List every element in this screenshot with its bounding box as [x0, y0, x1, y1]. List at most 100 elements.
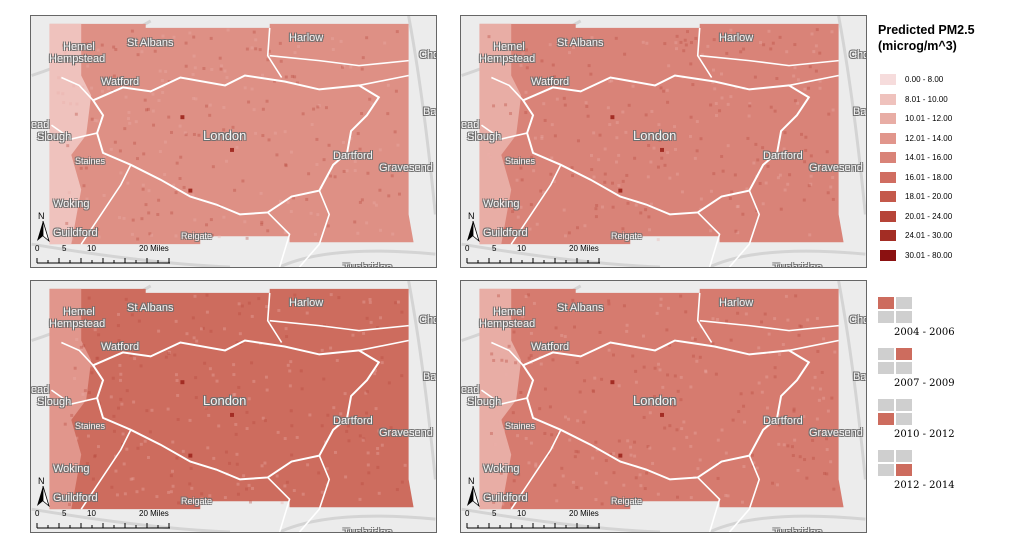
place-label-dartford: Dartford: [763, 150, 803, 162]
scale-tick-label: 5: [62, 244, 67, 253]
scale-tick-label: 20 Miles: [569, 244, 599, 253]
place-label-hemel: Hemel: [63, 41, 95, 53]
scale-tick-label: 5: [62, 509, 67, 518]
period-grid-icon: [878, 348, 912, 374]
period-key-item: 2004 - 2006: [878, 297, 998, 347]
scale-bar: 0 5 10 20 Miles: [35, 509, 185, 532]
prediction-surface: [479, 23, 844, 245]
north-arrow-icon: N: [465, 211, 481, 243]
place-label-hempstead: Hempstead: [479, 53, 536, 65]
legend-swatch: [880, 152, 896, 163]
greater-london-boundary: [91, 339, 381, 481]
legend-swatch: [880, 93, 896, 105]
place-label-harlow: Harlow: [719, 297, 754, 309]
north-arrow-letter: N: [38, 211, 45, 221]
scale-tick-label: 10: [87, 244, 96, 253]
place-label-ead: ead: [31, 384, 50, 396]
place-label-bas: Bas: [853, 371, 867, 383]
legend-class-label: 18.01 - 20.00: [905, 192, 953, 201]
legend-class-label: 10.01 - 12.00: [905, 114, 953, 123]
place-label-slough: Slough: [37, 131, 72, 143]
period-grid-cell: [878, 348, 894, 360]
place-label-st-albans: St Albans: [127, 37, 174, 49]
place-label-slough: Slough: [467, 396, 502, 408]
legend-swatch: [880, 113, 896, 124]
scale-tick-label: 20 Miles: [569, 509, 599, 518]
map-svg: [461, 16, 866, 267]
place-label-guildford: Guildford: [483, 227, 528, 239]
legend-class-label: 20.01 - 24.00: [905, 211, 953, 221]
legend-class-label: 30.01 - 80.00: [905, 250, 953, 260]
place-label-bas: Bas: [853, 106, 867, 118]
place-label-gravesend: Gravesend: [809, 162, 863, 174]
place-label-harlow: Harlow: [719, 32, 754, 44]
place-label-bas: Bas: [423, 371, 437, 383]
place-label-tunbridge: Tunbridge: [773, 262, 823, 268]
period-key-item: 2012 - 2014: [878, 450, 998, 500]
legend-swatch: [880, 191, 896, 202]
place-label-london: London: [203, 393, 247, 408]
place-label-london: London: [203, 128, 247, 143]
period-grid-cell: [896, 348, 912, 360]
county-boundaries: [50, 27, 409, 267]
place-label-watford: Watford: [101, 341, 140, 353]
scale-tick-label: 10: [517, 509, 526, 518]
period-grid-cell: [878, 362, 894, 374]
period-grid-icon: [878, 297, 912, 323]
legend-class-label: 14.01 - 16.00: [905, 153, 953, 162]
north-arrow-icon: N: [35, 211, 51, 243]
period-label: 2010 - 2012: [894, 429, 955, 440]
north-arrow-icon: N: [35, 477, 51, 508]
scale-tick-label: 20 Miles: [139, 244, 169, 253]
legend-swatch: [880, 74, 896, 85]
place-label-hempstead: Hempstead: [49, 53, 106, 65]
north-arrow-icon: N: [465, 476, 481, 508]
place-label-harlow: Harlow: [289, 32, 324, 44]
place-label-hempstead: Hempstead: [49, 318, 106, 330]
greater-london-boundary: [521, 339, 811, 481]
place-label-gravesend: Gravesend: [809, 427, 863, 439]
place-label-dartford: Dartford: [763, 415, 803, 427]
legend-class-label: 24.01 - 30.00: [905, 231, 953, 240]
period-grid-cell: [878, 311, 894, 323]
place-label-hempstead: Hempstead: [479, 318, 536, 330]
legend-title: Predicted PM2.5 (microg/m^3): [878, 22, 975, 54]
place-label-tunbridge: Tunbridge: [343, 262, 393, 268]
north-arrow-letter: N: [468, 211, 475, 221]
period-grid-cell: [896, 450, 912, 462]
legend-class-label: 12.01 - 14.00: [905, 133, 953, 143]
place-label-gravesend: Gravesend: [379, 427, 433, 439]
place-label-ead: ead: [31, 119, 50, 131]
legend-swatch: [880, 132, 896, 144]
prediction-surface: [49, 23, 414, 245]
period-key-item: 2010 - 2012: [878, 399, 998, 449]
place-label-woking: Woking: [483, 198, 520, 210]
period-grid-cell: [896, 297, 912, 309]
period-grid-cell: [878, 297, 894, 309]
scale-bar: 0 5 10 20 Miles: [465, 509, 615, 532]
place-label-dartford: Dartford: [333, 150, 373, 162]
place-label-reigate: Reigate: [181, 231, 213, 241]
place-label-hemel: Hemel: [63, 306, 95, 318]
legend-title-unit: (microg/m^3): [878, 39, 957, 53]
place-label-cho: Cho: [849, 314, 866, 326]
period-grid-cell: [896, 311, 912, 323]
place-label-woking: Woking: [53, 463, 90, 475]
period-grid-cell: [878, 450, 894, 462]
place-label-slough: Slough: [467, 131, 502, 143]
scale-tick-label: 10: [517, 244, 526, 253]
scale-tick-label: 0: [35, 509, 40, 518]
place-label-watford: Watford: [531, 341, 570, 353]
period-label: 2004 - 2006: [894, 327, 955, 338]
place-label-hemel: Hemel: [493, 41, 525, 53]
place-label-st-albans: St Albans: [127, 302, 174, 314]
place-label-ead: ead: [461, 384, 480, 396]
scale-tick-label: 10: [87, 509, 96, 518]
scale-tick-label: 20 Miles: [139, 509, 169, 518]
north-arrow-letter: N: [468, 476, 475, 486]
map-svg: [31, 16, 436, 267]
